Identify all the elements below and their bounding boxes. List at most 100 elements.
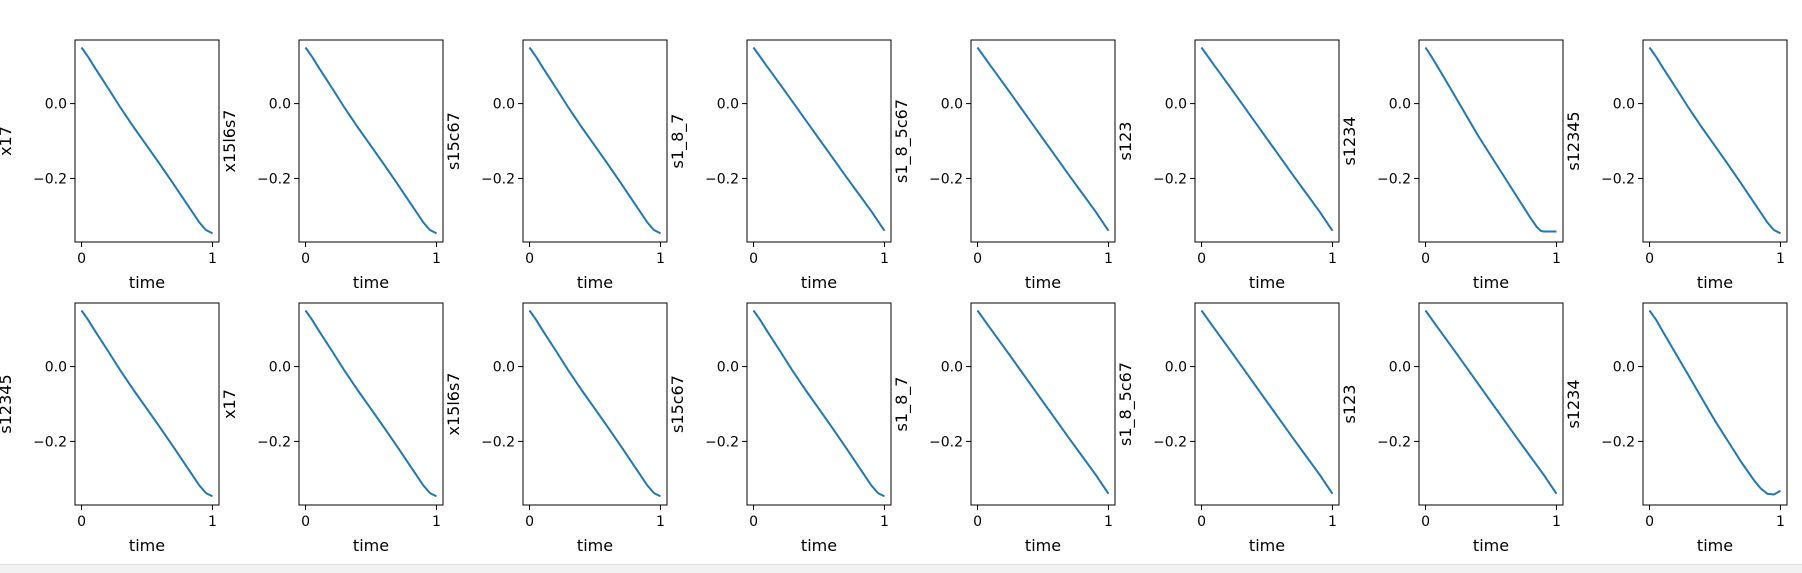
x-tick-label: 1 <box>880 251 889 267</box>
x-tick-label: 1 <box>432 251 441 267</box>
subplot-1-3: 0.0 −0.2 0 1 time s15c67 <box>444 39 668 292</box>
series-line <box>1648 309 1781 496</box>
y-tick-label: −0.2 <box>929 434 963 450</box>
series-line <box>304 46 437 235</box>
x-tick-label: 0 <box>301 514 310 530</box>
axes-frame <box>522 39 668 243</box>
y-tick-label: −0.2 <box>33 434 67 450</box>
axes-frame <box>746 39 892 243</box>
x-axis-label: time <box>1473 273 1509 292</box>
x-tick-label: 0 <box>1645 514 1654 530</box>
axes-frame <box>298 302 444 506</box>
x-tick-label: 0 <box>749 514 758 530</box>
x-axis-label: time <box>577 536 613 555</box>
axes-frame <box>1194 39 1340 243</box>
series-line <box>528 309 661 498</box>
bottom-strip <box>0 564 1802 573</box>
y-axis-label: s1_8_7 <box>668 114 688 169</box>
axes-frame <box>74 302 220 506</box>
series-line <box>1200 309 1334 495</box>
axes-frame <box>298 39 444 243</box>
x-tick-label: 1 <box>1328 251 1337 267</box>
subplot-1-2: 0.0 −0.2 0 1 time x15l6s7 <box>220 39 444 292</box>
y-tick-label: 0.0 <box>717 360 739 376</box>
x-tick-label: 0 <box>301 251 310 267</box>
series-line <box>752 46 886 232</box>
x-tick-label: 1 <box>1776 514 1785 530</box>
subplot-2-4: 0.0 −0.2 0 1 time s15c67 <box>668 302 892 555</box>
subplot-2-5: 0.0 −0.2 0 1 time s1_8_7 <box>892 302 1116 555</box>
y-tick-label: −0.2 <box>929 171 963 187</box>
x-axis-label: time <box>577 273 613 292</box>
x-axis-label: time <box>1473 536 1509 555</box>
y-tick-label: 0.0 <box>1165 360 1187 376</box>
axes-frame <box>1642 39 1788 243</box>
y-tick-label: 0.0 <box>1613 360 1635 376</box>
x-axis-label: time <box>1697 273 1733 292</box>
y-tick-label: 0.0 <box>45 97 67 113</box>
axes-frame <box>1418 39 1564 243</box>
axes-frame <box>1418 302 1564 506</box>
series-line <box>528 46 661 235</box>
x-tick-label: 0 <box>973 251 982 267</box>
axes-frame <box>1194 302 1340 506</box>
x-axis-label: time <box>129 536 165 555</box>
x-tick-label: 1 <box>1104 514 1113 530</box>
series-line <box>1200 46 1334 232</box>
x-tick-label: 0 <box>525 514 534 530</box>
x-tick-label: 0 <box>749 251 758 267</box>
y-tick-label: −0.2 <box>1601 434 1635 450</box>
subplot-2-1: 0.0 −0.2 0 1 time s12345 <box>0 302 220 555</box>
y-tick-label: 0.0 <box>493 97 515 113</box>
x-tick-label: 1 <box>1328 514 1337 530</box>
x-tick-label: 1 <box>208 251 217 267</box>
y-axis-label: x15l6s7 <box>444 373 463 436</box>
x-axis-label: time <box>129 273 165 292</box>
x-tick-label: 1 <box>880 514 889 530</box>
x-tick-label: 0 <box>1421 251 1430 267</box>
x-axis-label: time <box>1697 536 1733 555</box>
y-axis-label: s15c67 <box>444 112 463 170</box>
series-line <box>976 46 1110 232</box>
axes-frame <box>74 39 220 243</box>
y-tick-label: 0.0 <box>493 360 515 376</box>
x-tick-label: 0 <box>525 251 534 267</box>
y-axis-label: s123 <box>1116 122 1135 161</box>
y-axis-label: x15l6s7 <box>220 110 239 173</box>
subplot-1-6: 0.0 −0.2 0 1 time s123 <box>1116 39 1340 292</box>
y-axis-label: s1_8_5c67 <box>892 99 912 183</box>
subplot-2-2: 0.0 −0.2 0 1 time x17 <box>220 302 444 555</box>
series-line <box>752 309 885 498</box>
subplot-1-5: 0.0 −0.2 0 1 time s1_8_5c67 <box>892 39 1116 292</box>
x-tick-label: 0 <box>1197 514 1206 530</box>
series-line <box>1648 46 1781 235</box>
y-tick-label: −0.2 <box>1153 434 1187 450</box>
y-axis-label: s1234 <box>1564 379 1583 428</box>
x-tick-label: 1 <box>656 514 665 530</box>
subplot-2-8: 0.0 −0.2 0 1 time s1234 <box>1564 302 1788 555</box>
series-line <box>304 309 437 498</box>
y-tick-label: −0.2 <box>481 171 515 187</box>
x-axis-label: time <box>801 536 837 555</box>
y-axis-label: s15c67 <box>668 375 687 433</box>
x-tick-label: 0 <box>1421 514 1430 530</box>
axes-frame <box>522 302 668 506</box>
y-tick-label: −0.2 <box>257 171 291 187</box>
x-axis-label: time <box>353 273 389 292</box>
y-tick-label: 0.0 <box>1613 97 1635 113</box>
subplot-2-7: 0.0 −0.2 0 1 time s123 <box>1340 302 1564 555</box>
x-tick-label: 0 <box>77 514 86 530</box>
y-tick-label: −0.2 <box>1377 171 1411 187</box>
subplot-1-7: 0.0 −0.2 0 1 time s1234 <box>1340 39 1564 292</box>
y-axis-label: s123 <box>1340 385 1359 424</box>
y-axis-label: s1_8_7 <box>892 377 912 432</box>
y-tick-label: 0.0 <box>717 97 739 113</box>
y-tick-label: −0.2 <box>1601 171 1635 187</box>
subplot-2-6: 0.0 −0.2 0 1 time s1_8_5c67 <box>1116 302 1340 555</box>
series-line <box>80 309 213 498</box>
x-tick-label: 1 <box>1776 251 1785 267</box>
y-tick-label: −0.2 <box>481 434 515 450</box>
x-tick-label: 1 <box>208 514 217 530</box>
x-axis-label: time <box>1025 273 1061 292</box>
y-axis-label: s1234 <box>1340 116 1359 165</box>
